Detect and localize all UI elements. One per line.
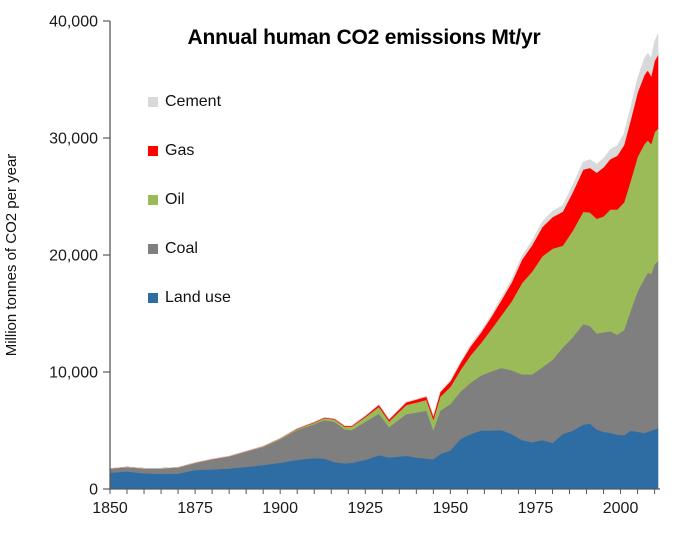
y-axis-title: Million tonnes of CO2 per year	[3, 154, 20, 357]
legend-swatch-land-use	[148, 292, 158, 303]
legend-label-coal: Coal	[165, 239, 198, 257]
y-tick-label-10000: 10,000	[49, 365, 98, 382]
y-tick-label-20000: 20,000	[49, 248, 98, 265]
legend: Cement Gas Oil Coal Land use	[148, 92, 231, 339]
legend-swatch-cement	[148, 96, 158, 107]
legend-item-gas: Gas	[148, 141, 231, 159]
stacked-areas	[109, 33, 659, 490]
legend-item-land-use: Land use	[148, 288, 231, 306]
legend-item-cement: Cement	[148, 92, 231, 110]
x-tick-label-1950: 1950	[433, 500, 469, 517]
x-tick-label-1875: 1875	[177, 500, 213, 517]
legend-swatch-coal	[148, 243, 158, 254]
legend-item-oil: Oil	[148, 190, 231, 208]
y-tick-label-40000: 40,000	[49, 14, 98, 31]
x-tick-label-1975: 1975	[518, 500, 554, 517]
legend-label-oil: Oil	[165, 190, 185, 208]
x-tick-label-2000: 2000	[603, 500, 639, 517]
legend-item-coal: Coal	[148, 239, 231, 257]
x-tick-label-1925: 1925	[347, 500, 383, 517]
area-cement	[109, 33, 659, 469]
x-tick-label-1850: 1850	[92, 500, 128, 517]
legend-label-land-use: Land use	[165, 288, 231, 306]
legend-label-gas: Gas	[165, 141, 195, 159]
y-tick-label-30000: 30,000	[49, 131, 98, 148]
x-tick-label-1900: 1900	[262, 500, 298, 517]
legend-swatch-oil	[148, 194, 158, 205]
legend-swatch-gas	[148, 145, 158, 156]
chart-title: Annual human CO2 emissions Mt/yr	[188, 26, 541, 49]
axes: 0 10,000 20,000 30,000 40,000 1850 1875 1900 192…	[49, 14, 660, 517]
legend-label-cement: Cement	[165, 92, 222, 110]
y-tick-label-0: 0	[89, 482, 98, 499]
